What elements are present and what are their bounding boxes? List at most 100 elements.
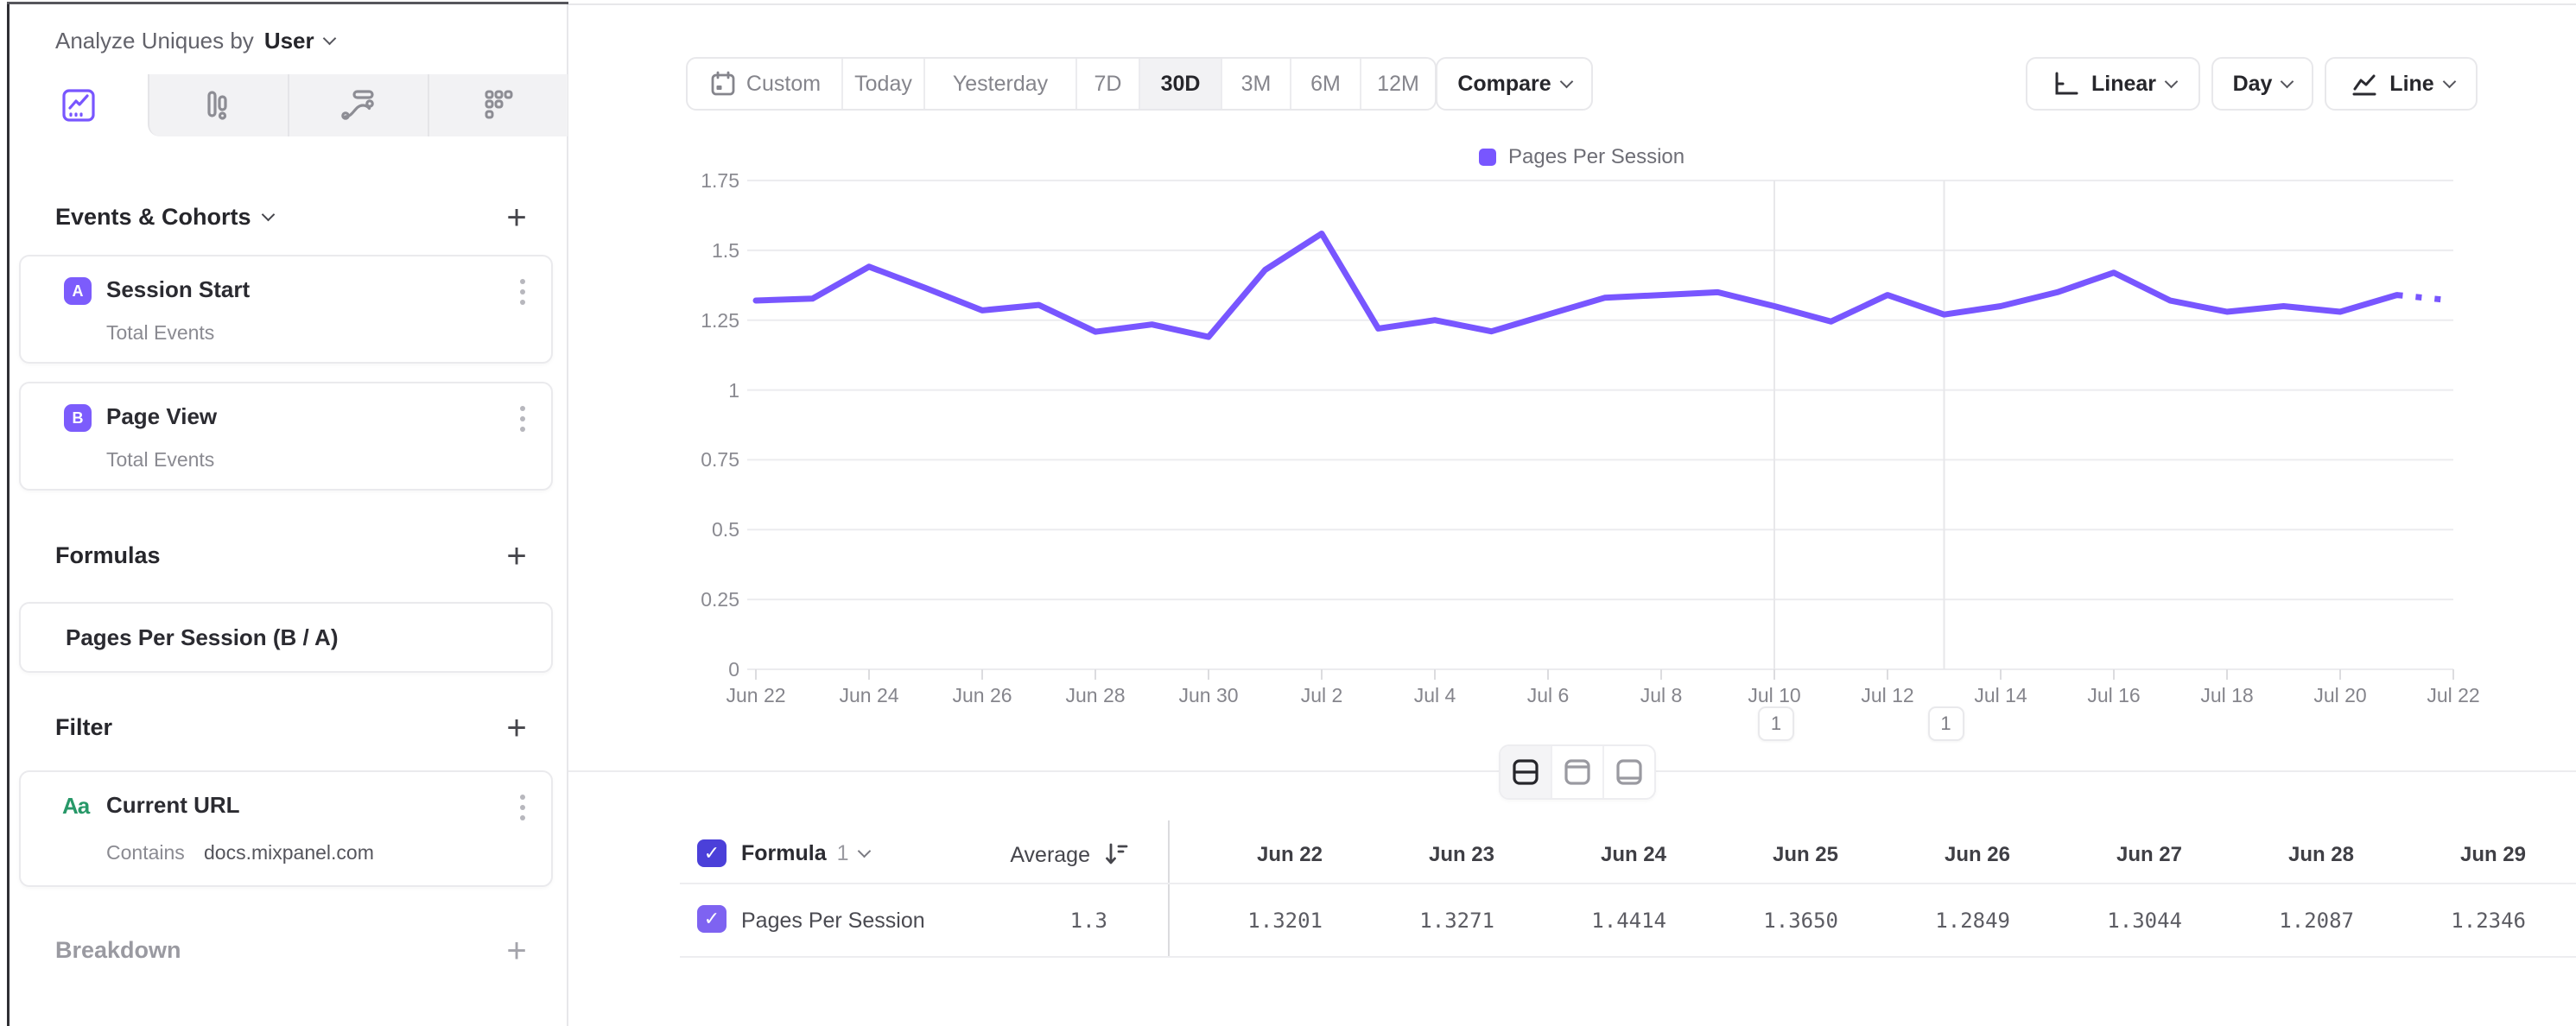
x-tick-label: Jul 16 <box>2087 684 2141 706</box>
chart-legend[interactable]: Pages Per Session <box>1479 145 1685 169</box>
sort-icon[interactable] <box>1102 839 1132 869</box>
table-only-view-button[interactable] <box>1602 746 1654 798</box>
event-name[interactable]: Page View <box>106 403 218 429</box>
annotation-badge[interactable]: 1 <box>1758 706 1794 741</box>
y-tick-label: 1.5 <box>712 238 739 262</box>
scale-label: Linear <box>2091 71 2157 96</box>
x-tick-label: Jul 10 <box>1748 684 1801 706</box>
x-tick-label: Jul 6 <box>1526 684 1570 706</box>
formulas-section-title: Formulas <box>55 542 161 568</box>
filter-section-header: Filter <box>55 714 112 741</box>
table-column-header[interactable]: Jun 22 <box>1256 843 1323 866</box>
chevron-down-icon[interactable] <box>322 31 336 46</box>
table-column-header[interactable]: Jun 25 <box>1772 843 1838 866</box>
add-breakdown-button[interactable]: + <box>506 932 527 970</box>
x-tick-label: Jun 22 <box>726 684 786 706</box>
compare-button[interactable]: Compare <box>1436 57 1593 111</box>
table-column-divider <box>1168 820 1170 957</box>
chart-type-dropdown[interactable]: Line <box>2325 57 2478 111</box>
kebab-menu-icon[interactable] <box>517 402 529 435</box>
range-option-6m[interactable]: 6M <box>1290 59 1360 109</box>
granularity-dropdown[interactable]: Day <box>2211 57 2313 111</box>
x-tick-label: Jul 8 <box>1640 684 1683 706</box>
analysis-header: Analyze Uniques by User <box>55 28 336 54</box>
event-metric[interactable]: Total Events <box>106 321 215 344</box>
annotation-badge[interactable]: 1 <box>1927 706 1964 741</box>
event-letter-badge: A <box>64 277 92 305</box>
formula-group-checkbox[interactable]: ✓ <box>697 839 726 867</box>
formulas-section-header: Formulas <box>55 542 161 569</box>
filter-card-current-url[interactable]: Aa Current URL Contains docs.mixpanel.co… <box>19 770 553 887</box>
range-option-30d[interactable]: 30D <box>1139 59 1221 109</box>
event-card-page-view[interactable]: B Page View Total Events <box>19 382 553 491</box>
y-tick-label: 0 <box>728 658 739 681</box>
tab-retention[interactable] <box>429 74 568 136</box>
x-tick-label: Jul 14 <box>1974 684 2027 706</box>
series-row-checkbox[interactable]: ✓ <box>697 905 726 933</box>
y-tick-label: 0.5 <box>712 518 739 542</box>
table-column-header[interactable]: Jun 29 <box>2459 843 2526 866</box>
event-name[interactable]: Session Start <box>106 276 251 302</box>
window-left-edge <box>7 2 10 1026</box>
analysis-header-prefix: Analyze Uniques by <box>55 28 254 54</box>
chevron-down-icon[interactable] <box>261 207 275 222</box>
table-cell-value: 1.3271 <box>1419 909 1494 933</box>
tab-funnels[interactable] <box>148 74 289 136</box>
table-cell-value: 1.2849 <box>1935 909 2010 933</box>
event-metric[interactable]: Total Events <box>106 448 215 471</box>
filter-operator[interactable]: Contains <box>106 841 185 864</box>
chevron-down-icon <box>857 844 871 858</box>
scale-dropdown[interactable]: Linear <box>2026 57 2200 111</box>
average-column-header[interactable]: Average <box>1010 843 1090 867</box>
add-event-button[interactable]: + <box>506 199 527 237</box>
flows-icon <box>341 90 374 120</box>
range-option-today[interactable]: Today <box>841 59 923 109</box>
series-row-name[interactable]: Pages Per Session <box>741 909 925 933</box>
add-formula-button[interactable]: + <box>506 537 527 575</box>
sidebar-main-divider <box>567 4 568 1026</box>
x-tick-label: Jun 28 <box>1065 684 1126 706</box>
event-card-session-start[interactable]: A Session Start Total Events <box>19 255 553 364</box>
range-option-custom[interactable]: Custom <box>688 59 841 109</box>
filter-property-name[interactable]: Current URL <box>106 792 240 818</box>
formula-group-header[interactable]: Formula 1 <box>741 841 871 866</box>
table-header-separator <box>680 883 2576 884</box>
table-column-header[interactable]: Jun 27 <box>2116 843 2182 866</box>
range-option-12m[interactable]: 12M <box>1360 59 1435 109</box>
x-tick-label: Jul 4 <box>1413 684 1456 706</box>
range-option-yesterday[interactable]: Yesterday <box>923 59 1075 109</box>
formula-group-number: 1 <box>836 841 849 865</box>
retention-grid-icon <box>485 90 513 119</box>
table-column-header[interactable]: Jun 26 <box>1944 843 2010 866</box>
main-top-border <box>568 3 2576 5</box>
split-view-button[interactable] <box>1501 746 1551 798</box>
tab-flows[interactable] <box>289 74 429 136</box>
tab-insights[interactable] <box>10 74 148 136</box>
table-cell-value: 1.3201 <box>1247 909 1323 933</box>
event-letter-badge: B <box>64 404 92 432</box>
kebab-menu-icon[interactable] <box>517 276 529 308</box>
y-tick-label: 0.75 <box>701 448 739 472</box>
breakdown-section-header: Breakdown <box>55 937 181 964</box>
x-tick-label: Jul 18 <box>2200 684 2254 706</box>
range-option-3m[interactable]: 3M <box>1221 59 1290 109</box>
table-cell-value: 1.2346 <box>2451 909 2526 933</box>
analysis-entity-dropdown[interactable]: User <box>263 28 314 54</box>
formula-name[interactable]: Pages Per Session (B / A) <box>66 624 339 650</box>
range-option-7d[interactable]: 7D <box>1075 59 1139 109</box>
breakdown-section-title: Breakdown <box>55 937 181 963</box>
kebab-menu-icon[interactable] <box>517 791 529 824</box>
y-tick-label: 1.75 <box>701 169 739 192</box>
formula-group-label: Formula <box>741 841 827 865</box>
formula-card[interactable]: Pages Per Session (B / A) <box>19 602 553 673</box>
chart-only-view-button[interactable] <box>1551 746 1602 798</box>
filter-value[interactable]: docs.mixpanel.com <box>204 841 374 864</box>
table-column-header[interactable]: Jun 28 <box>2287 843 2354 866</box>
x-tick-label: Jul 20 <box>2313 684 2367 706</box>
chevron-down-icon <box>2442 74 2456 88</box>
table-column-header[interactable]: Jun 24 <box>1600 843 1666 866</box>
add-filter-button[interactable]: + <box>506 709 527 747</box>
chevron-down-icon <box>2164 74 2179 88</box>
table-column-header[interactable]: Jun 23 <box>1428 843 1494 866</box>
